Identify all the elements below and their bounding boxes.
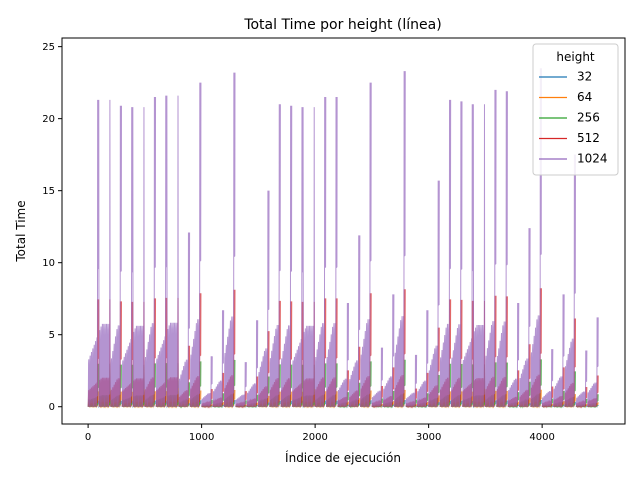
legend-label: 64 <box>577 90 592 104</box>
chart-title: Total Time por height (línea) <box>243 17 441 33</box>
y-axis-title: Total Time <box>14 200 28 262</box>
legend-label: 32 <box>577 70 592 84</box>
y-tick-label: 15 <box>42 186 55 197</box>
x-axis-title: Índice de ejecución <box>285 450 401 465</box>
plot-frame <box>61 37 626 425</box>
legend-label: 1024 <box>577 152 608 166</box>
series-layer <box>87 68 599 409</box>
legend: height 32 64 256 512 1024 <box>532 43 619 176</box>
y-tick-label: 10 <box>42 258 55 269</box>
legend-title: height <box>556 50 595 64</box>
series-line-1024 <box>87 68 599 407</box>
x-tick-label: 0 <box>85 432 91 443</box>
y-axis-ticks: 0 5 10 15 20 25 <box>42 42 62 413</box>
y-tick-label: 25 <box>42 42 55 53</box>
legend-label: 512 <box>577 131 600 145</box>
legend-items: 32 64 256 512 1024 <box>539 70 608 166</box>
x-tick-label: 3000 <box>416 432 441 443</box>
legend-label: 256 <box>577 111 600 125</box>
y-tick-label: 5 <box>49 330 55 341</box>
x-axis-ticks: 0 1000 2000 3000 4000 <box>85 424 555 443</box>
x-tick-label: 2000 <box>302 432 327 443</box>
x-tick-label: 4000 <box>529 432 554 443</box>
y-tick-label: 20 <box>42 114 55 125</box>
x-tick-label: 1000 <box>189 432 214 443</box>
y-tick-label: 0 <box>49 402 55 413</box>
